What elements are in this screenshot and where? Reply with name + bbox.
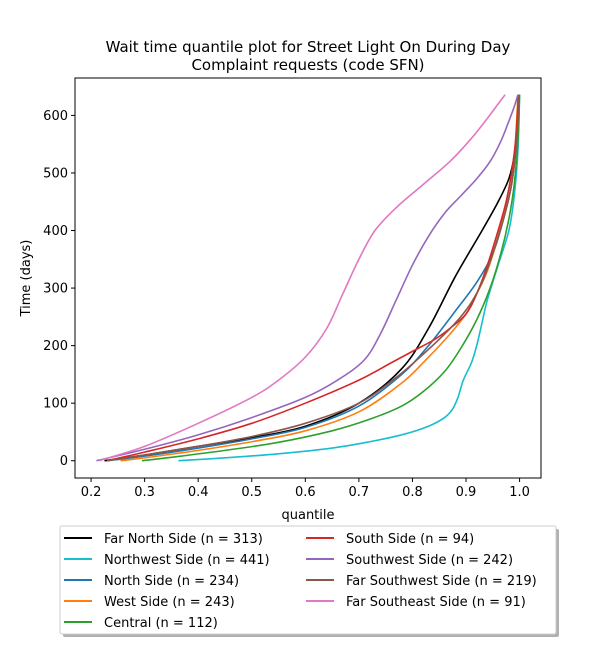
x-tick-label: 1.0: [509, 485, 530, 500]
legend-label: Far Southeast Side (n = 91): [346, 595, 526, 610]
legend-items: Far North Side (n = 313) Northwest Side (…: [64, 532, 537, 631]
x-tick-label: 0.9: [456, 485, 477, 500]
series-line-5: [106, 94, 520, 462]
series-line-8: [98, 94, 506, 462]
legend-label: South Side (n = 94): [346, 532, 474, 547]
y-tick-label: 600: [43, 109, 68, 124]
legend-label: Far North Side (n = 313): [104, 532, 263, 547]
series-line-7: [107, 94, 520, 462]
legend-label: Northwest Side (n = 441): [104, 553, 270, 568]
series-line-4: [141, 94, 521, 462]
legend: Far North Side (n = 313) Northwest Side (…: [59, 525, 559, 637]
x-tick-label: 0.7: [349, 485, 370, 500]
x-tick-label: 0.8: [402, 485, 423, 500]
series-layer: [96, 94, 521, 462]
y-tick-label: 100: [43, 397, 68, 412]
x-tick-label: 0.5: [241, 485, 262, 500]
y-axis-label: Time (days): [19, 240, 34, 318]
y-axis: 0 100 200 300 400 500 600: [43, 109, 75, 469]
legend-label: North Side (n = 234): [104, 574, 239, 589]
x-axis: 0.2 0.3 0.4 0.5 0.6 0.7 0.8 0.9 1.0: [81, 478, 530, 500]
x-tick-label: 0.3: [134, 485, 155, 500]
series-line-2: [107, 94, 520, 462]
series-line-0: [104, 94, 520, 462]
legend-label: West Side (n = 243): [104, 595, 235, 610]
x-tick-label: 0.2: [81, 485, 102, 500]
x-axis-label: quantile: [281, 508, 334, 523]
y-tick-label: 300: [43, 282, 68, 297]
legend-label: Central (n = 112): [104, 616, 218, 631]
chart-title-line-2: Complaint requests (code SFN): [191, 56, 424, 74]
x-tick-label: 0.6: [295, 485, 316, 500]
chart-title-line-1: Wait time quantile plot for Street Light…: [106, 38, 511, 56]
legend-label: Southwest Side (n = 242): [346, 553, 513, 568]
series-line-3: [120, 94, 519, 462]
plot-frame: [74, 77, 542, 479]
y-tick-label: 0: [60, 454, 68, 469]
series-line-6: [96, 94, 519, 462]
series-line-1: [178, 94, 521, 462]
y-tick-label: 500: [43, 166, 68, 181]
y-tick-label: 200: [43, 339, 68, 354]
legend-label: Far Southwest Side (n = 219): [346, 574, 537, 589]
y-tick-label: 400: [43, 224, 68, 239]
x-tick-label: 0.4: [188, 485, 209, 500]
